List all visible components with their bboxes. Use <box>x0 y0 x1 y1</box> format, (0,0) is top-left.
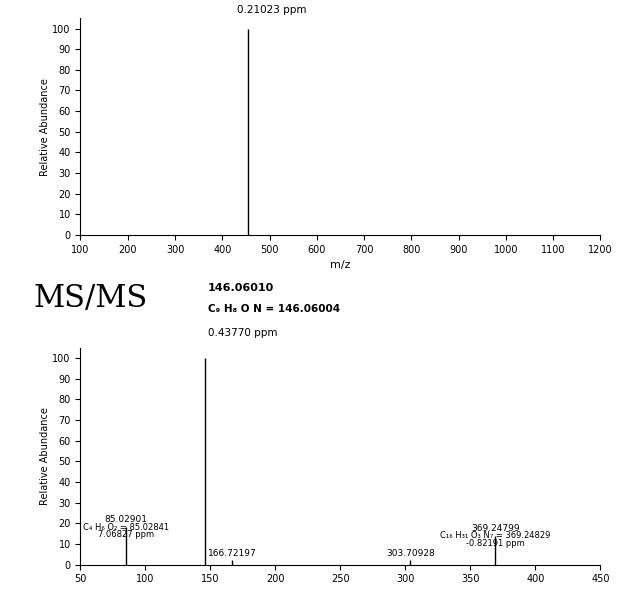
Text: C₁₆ H₃₁ O₃ N₇ = 369.24829: C₁₆ H₃₁ O₃ N₇ = 369.24829 <box>440 531 551 540</box>
Text: 303.70928: 303.70928 <box>386 549 435 558</box>
Text: 166.72197: 166.72197 <box>208 549 256 558</box>
Text: 0.43770 ppm: 0.43770 ppm <box>208 328 277 338</box>
Text: 85.02901: 85.02901 <box>105 515 147 524</box>
Text: -0.82191 ppm: -0.82191 ppm <box>466 538 525 548</box>
Text: 0.21023 ppm: 0.21023 ppm <box>238 5 307 15</box>
Text: 146.06010: 146.06010 <box>208 283 274 293</box>
Text: C₄ H₆ O₂ = 85.02841: C₄ H₆ O₂ = 85.02841 <box>83 523 169 532</box>
Text: MS/MS: MS/MS <box>33 283 148 314</box>
X-axis label: m/z: m/z <box>330 260 351 270</box>
Y-axis label: Relative Abundance: Relative Abundance <box>40 78 50 175</box>
Y-axis label: Relative Abundance: Relative Abundance <box>40 407 50 505</box>
Text: C₉ H₈ O N = 146.06004: C₉ H₈ O N = 146.06004 <box>208 304 340 314</box>
Text: 7.06827 ppm: 7.06827 ppm <box>98 530 154 539</box>
Text: 369.24799: 369.24799 <box>471 523 520 532</box>
